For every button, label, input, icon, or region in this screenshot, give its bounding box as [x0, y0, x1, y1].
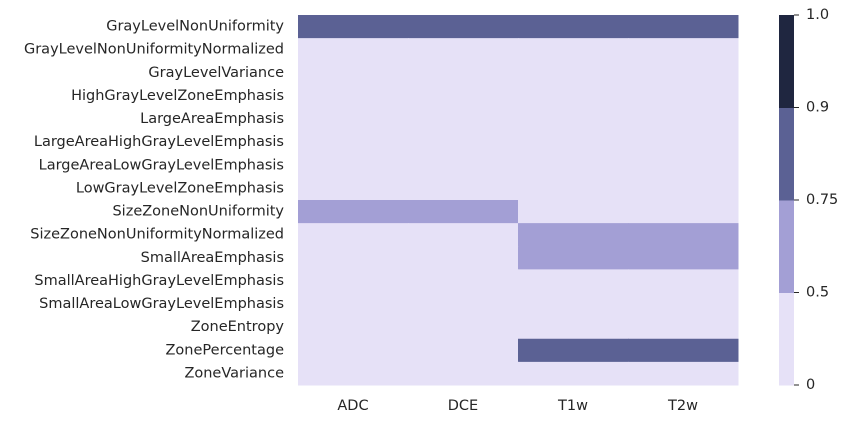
colorbar-tick-label-0: 0 [806, 377, 815, 393]
colorbar-tick-labels: 0 0.5 0.75 0.9 1.0 [794, 7, 838, 393]
cell-zonepercentage-dce [408, 338, 519, 363]
y-tick-label-graylevelvariance: GrayLevelVariance [148, 65, 284, 81]
y-tick-label-graylevelnonuniformitynormalized: GrayLevelNonUniformityNormalized [24, 42, 284, 58]
y-tick-label-largeareaemphasis: LargeAreaEmphasis [140, 111, 284, 127]
cell-largeareaemphasis-t2w [628, 107, 739, 132]
cell-smallarealowgraylevelemphasis-t1w [518, 292, 629, 317]
cell-highgraylevelzoneemphasis-t1w [518, 84, 629, 108]
cell-smallareaemphasis-t2w [628, 246, 739, 270]
x-tick-label-adc: ADC [337, 398, 368, 414]
cell-sizezonenonuniformitynormalized-adc [298, 223, 409, 247]
cell-sizezonenonuniformity-dce [408, 200, 519, 224]
cell-smallareahighgraylevelemphasis-adc [298, 269, 409, 293]
cell-sizezonenonuniformity-t2w [628, 200, 739, 224]
cell-graylevelnonuniformitynormalized-t1w [518, 38, 629, 62]
cell-graylevelnonuniformity-dce [408, 15, 519, 39]
y-tick-label-zonepercentage: ZonePercentage [166, 342, 285, 358]
cell-graylevelnonuniformitynormalized-t2w [628, 38, 739, 62]
heatmap-cells [298, 15, 739, 386]
cell-zonevariance-adc [298, 361, 409, 386]
cell-graylevelnonuniformitynormalized-adc [298, 38, 409, 62]
cell-largeareahighgraylevelemphasis-adc [298, 130, 409, 155]
cell-lowgraylevelzoneemphasis-t2w [628, 176, 739, 201]
y-tick-label-lowgraylevelzoneemphasis: LowGrayLevelZoneEmphasis [76, 180, 284, 196]
cell-smallareahighgraylevelemphasis-t2w [628, 269, 739, 293]
cell-highgraylevelzoneemphasis-dce [408, 84, 519, 108]
cell-lowgraylevelzoneemphasis-t1w [518, 176, 629, 201]
cell-largeareahighgraylevelemphasis-t1w [518, 130, 629, 155]
y-tick-label-zonevariance: ZoneVariance [184, 365, 284, 381]
cell-sizezonenonuniformity-t1w [518, 200, 629, 224]
cell-largeareaemphasis-dce [408, 107, 519, 132]
colorbar-tick-label-1: 0.5 [806, 285, 829, 301]
cell-smallareahighgraylevelemphasis-dce [408, 269, 519, 293]
y-tick-label-sizezonenonuniformity: SizeZoneNonUniformity [112, 204, 284, 220]
cell-zonevariance-dce [408, 361, 519, 386]
cell-zonepercentage-adc [298, 338, 409, 363]
y-tick-label-graylevelnonuniformity: GrayLevelNonUniformity [106, 19, 284, 35]
cell-sizezonenonuniformitynormalized-t2w [628, 223, 739, 247]
cell-zoneentropy-t1w [518, 315, 629, 340]
cell-lowgraylevelzoneemphasis-adc [298, 176, 409, 201]
cell-sizezonenonuniformitynormalized-t1w [518, 223, 629, 247]
colorbar-segment-3 [779, 15, 794, 108]
cell-graylevelvariance-adc [298, 61, 409, 85]
y-tick-label-smallareahighgraylevelemphasis: SmallAreaHighGrayLevelEmphasis [34, 273, 284, 289]
cell-smallarealowgraylevelemphasis-dce [408, 292, 519, 317]
cell-graylevelnonuniformity-t1w [518, 15, 629, 39]
cell-zonevariance-t2w [628, 361, 739, 386]
cell-largeareahighgraylevelemphasis-t2w [628, 130, 739, 155]
y-tick-label-smallarealowgraylevelemphasis: SmallAreaLowGrayLevelEmphasis [39, 296, 284, 312]
cell-graylevelvariance-t1w [518, 61, 629, 85]
cell-zonepercentage-t1w [518, 338, 629, 363]
colorbar-tick-label-3: 0.9 [806, 100, 829, 116]
cell-zoneentropy-dce [408, 315, 519, 340]
cell-graylevelnonuniformity-adc [298, 15, 409, 39]
y-tick-labels: GrayLevelNonUniformity GrayLevelNonUnifor… [24, 19, 284, 382]
cell-smallareaemphasis-dce [408, 246, 519, 270]
colorbar-segment-2 [779, 107, 794, 201]
x-tick-label-dce: DCE [448, 398, 478, 414]
cell-smallareahighgraylevelemphasis-t1w [518, 269, 629, 293]
x-tick-label-t1w: T1w [557, 398, 588, 414]
y-tick-label-highgraylevelzoneemphasis: HighGrayLevelZoneEmphasis [71, 88, 284, 104]
colorbar-tick-label-4: 1.0 [806, 7, 829, 23]
y-tick-label-largearealowgraylevelemphasis: LargeAreaLowGrayLevelEmphasis [39, 157, 284, 173]
colorbar [779, 15, 794, 386]
y-tick-label-smallareaemphasis: SmallAreaEmphasis [141, 250, 284, 266]
colorbar-tick-label-2: 0.75 [806, 192, 838, 208]
y-tick-label-zoneentropy: ZoneEntropy [191, 319, 285, 335]
cell-highgraylevelzoneemphasis-adc [298, 84, 409, 108]
cell-largeareaemphasis-adc [298, 107, 409, 132]
cell-largearealowgraylevelemphasis-adc [298, 153, 409, 178]
x-tick-label-t2w: T2w [667, 398, 698, 414]
cell-largearealowgraylevelemphasis-t1w [518, 153, 629, 178]
cell-lowgraylevelzoneemphasis-dce [408, 176, 519, 201]
cell-zoneentropy-adc [298, 315, 409, 340]
cell-zonepercentage-t2w [628, 338, 739, 363]
cell-sizezonenonuniformity-adc [298, 200, 409, 224]
y-tick-label-sizezonenonuniformitynormalized: SizeZoneNonUniformityNormalized [30, 227, 284, 243]
cell-largeareahighgraylevelemphasis-dce [408, 130, 519, 155]
cell-smallareaemphasis-adc [298, 246, 409, 270]
cell-largearealowgraylevelemphasis-t2w [628, 153, 739, 178]
x-tick-labels: ADC DCE T1w T2w [337, 398, 698, 414]
cell-graylevelnonuniformity-t2w [628, 15, 739, 39]
y-tick-label-largeareahighgraylevelemphasis: LargeAreaHighGrayLevelEmphasis [34, 134, 284, 150]
cell-zonevariance-t1w [518, 361, 629, 386]
cell-largeareaemphasis-t1w [518, 107, 629, 132]
cell-smallarealowgraylevelemphasis-adc [298, 292, 409, 317]
cell-smallarealowgraylevelemphasis-t2w [628, 292, 739, 317]
colorbar-segment-1 [779, 200, 794, 293]
cell-zoneentropy-t2w [628, 315, 739, 340]
cell-graylevelnonuniformitynormalized-dce [408, 38, 519, 62]
cell-sizezonenonuniformitynormalized-dce [408, 223, 519, 247]
cell-smallareaemphasis-t1w [518, 246, 629, 270]
cell-graylevelvariance-dce [408, 61, 519, 85]
cell-graylevelvariance-t2w [628, 61, 739, 85]
cell-highgraylevelzoneemphasis-t2w [628, 84, 739, 108]
colorbar-segment-0 [779, 292, 794, 386]
cell-largearealowgraylevelemphasis-dce [408, 153, 519, 178]
